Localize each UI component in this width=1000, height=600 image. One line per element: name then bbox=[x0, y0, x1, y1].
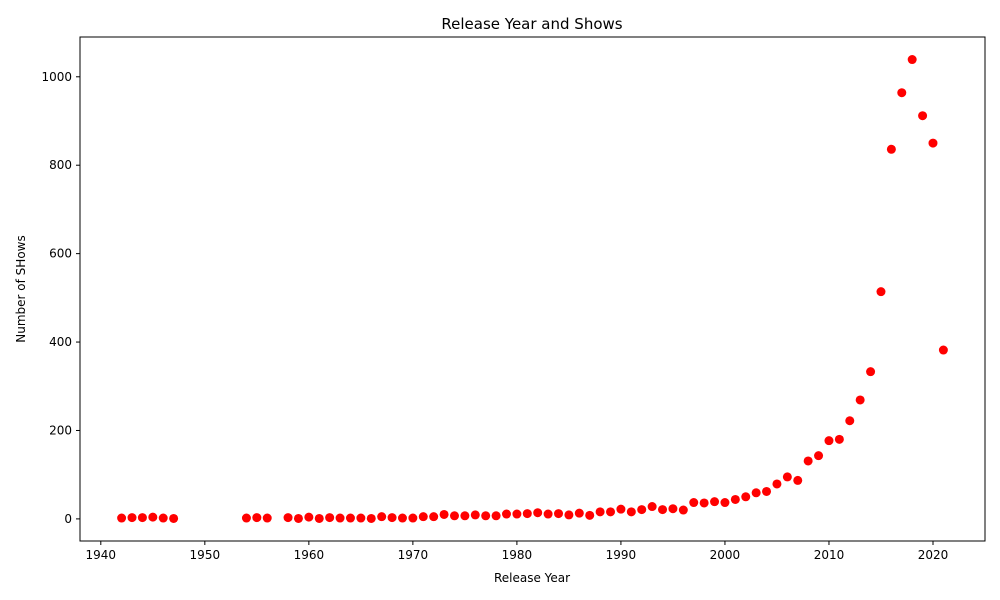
data-point bbox=[314, 513, 324, 523]
data-point bbox=[366, 513, 376, 523]
data-point bbox=[647, 502, 657, 512]
y-tick-label: 400 bbox=[49, 335, 72, 349]
data-point bbox=[241, 513, 251, 523]
y-axis-label: Number of SHows bbox=[14, 235, 28, 342]
data-point bbox=[512, 509, 522, 519]
data-point bbox=[938, 345, 948, 355]
x-tick-label: 2000 bbox=[710, 548, 741, 562]
data-point bbox=[699, 498, 709, 508]
data-point bbox=[533, 508, 543, 518]
data-point bbox=[678, 505, 688, 515]
data-point bbox=[730, 494, 740, 504]
data-point bbox=[304, 512, 314, 522]
data-point bbox=[325, 513, 335, 523]
chart-title: Release Year and Shows bbox=[441, 15, 622, 33]
data-point bbox=[751, 488, 761, 498]
x-tick-label: 2020 bbox=[918, 548, 949, 562]
x-axis-label: Release Year bbox=[494, 571, 570, 585]
y-tick-label: 1000 bbox=[41, 70, 72, 84]
data-point bbox=[262, 513, 272, 523]
data-point bbox=[616, 504, 626, 514]
data-point bbox=[907, 55, 917, 65]
data-point bbox=[585, 510, 595, 520]
data-point bbox=[928, 138, 938, 148]
data-point bbox=[169, 513, 179, 523]
data-point bbox=[762, 486, 772, 496]
data-point bbox=[439, 509, 449, 519]
data-point bbox=[449, 511, 459, 521]
data-point bbox=[793, 475, 803, 485]
data-point bbox=[845, 416, 855, 426]
data-point bbox=[397, 513, 407, 523]
data-point bbox=[554, 509, 564, 519]
data-point bbox=[918, 111, 928, 121]
data-point bbox=[637, 505, 647, 515]
x-tick-label: 1950 bbox=[190, 548, 221, 562]
data-point bbox=[606, 507, 616, 517]
data-point bbox=[886, 144, 896, 154]
data-points bbox=[117, 55, 948, 523]
data-point bbox=[834, 434, 844, 444]
data-point bbox=[720, 498, 730, 508]
data-point bbox=[491, 511, 501, 521]
data-point bbox=[866, 367, 876, 377]
data-point bbox=[689, 498, 699, 508]
data-point bbox=[668, 504, 678, 514]
y-tick-label: 0 bbox=[64, 512, 72, 526]
data-point bbox=[335, 513, 345, 523]
data-point bbox=[897, 88, 907, 98]
data-point bbox=[772, 479, 782, 489]
x-tick-label: 1970 bbox=[398, 548, 429, 562]
data-point bbox=[814, 451, 824, 461]
data-point bbox=[408, 513, 418, 523]
data-point bbox=[252, 513, 262, 523]
plot-frame bbox=[79, 36, 986, 542]
y-tick-label: 200 bbox=[49, 423, 72, 437]
data-point bbox=[481, 511, 491, 521]
x-tick-label: 1990 bbox=[606, 548, 637, 562]
data-point bbox=[356, 513, 366, 523]
data-point bbox=[543, 509, 553, 519]
data-point bbox=[127, 513, 137, 523]
data-point bbox=[626, 507, 636, 517]
data-point bbox=[387, 513, 397, 523]
data-point bbox=[293, 513, 303, 523]
data-point bbox=[710, 497, 720, 507]
data-point bbox=[658, 505, 668, 515]
data-point bbox=[137, 513, 147, 523]
y-axis: 0 200 400 600 800 1000 bbox=[41, 70, 80, 526]
data-point bbox=[824, 436, 834, 446]
data-point bbox=[803, 456, 813, 466]
data-point bbox=[117, 513, 127, 523]
y-tick-label: 800 bbox=[49, 158, 72, 172]
data-point bbox=[501, 509, 511, 519]
x-tick-label: 1980 bbox=[502, 548, 533, 562]
data-point bbox=[418, 512, 428, 522]
data-point bbox=[377, 512, 387, 522]
data-point bbox=[345, 513, 355, 523]
data-point bbox=[522, 509, 532, 519]
x-tick-label: 2010 bbox=[814, 548, 845, 562]
data-point bbox=[855, 395, 865, 405]
data-point bbox=[158, 513, 168, 523]
x-axis: 1940 1950 1960 1970 1980 1990 2000 2010 2020 bbox=[86, 541, 949, 562]
x-tick-label: 1940 bbox=[86, 548, 117, 562]
data-point bbox=[460, 511, 470, 521]
data-point bbox=[470, 510, 480, 520]
data-point bbox=[574, 508, 584, 518]
data-point bbox=[283, 513, 293, 523]
data-point bbox=[429, 512, 439, 522]
data-point bbox=[876, 287, 886, 297]
data-point bbox=[595, 507, 605, 517]
data-point bbox=[148, 512, 158, 522]
y-tick-label: 600 bbox=[49, 247, 72, 261]
data-point bbox=[741, 492, 751, 502]
data-point bbox=[564, 510, 574, 520]
data-point bbox=[782, 472, 792, 482]
x-tick-label: 1960 bbox=[294, 548, 325, 562]
